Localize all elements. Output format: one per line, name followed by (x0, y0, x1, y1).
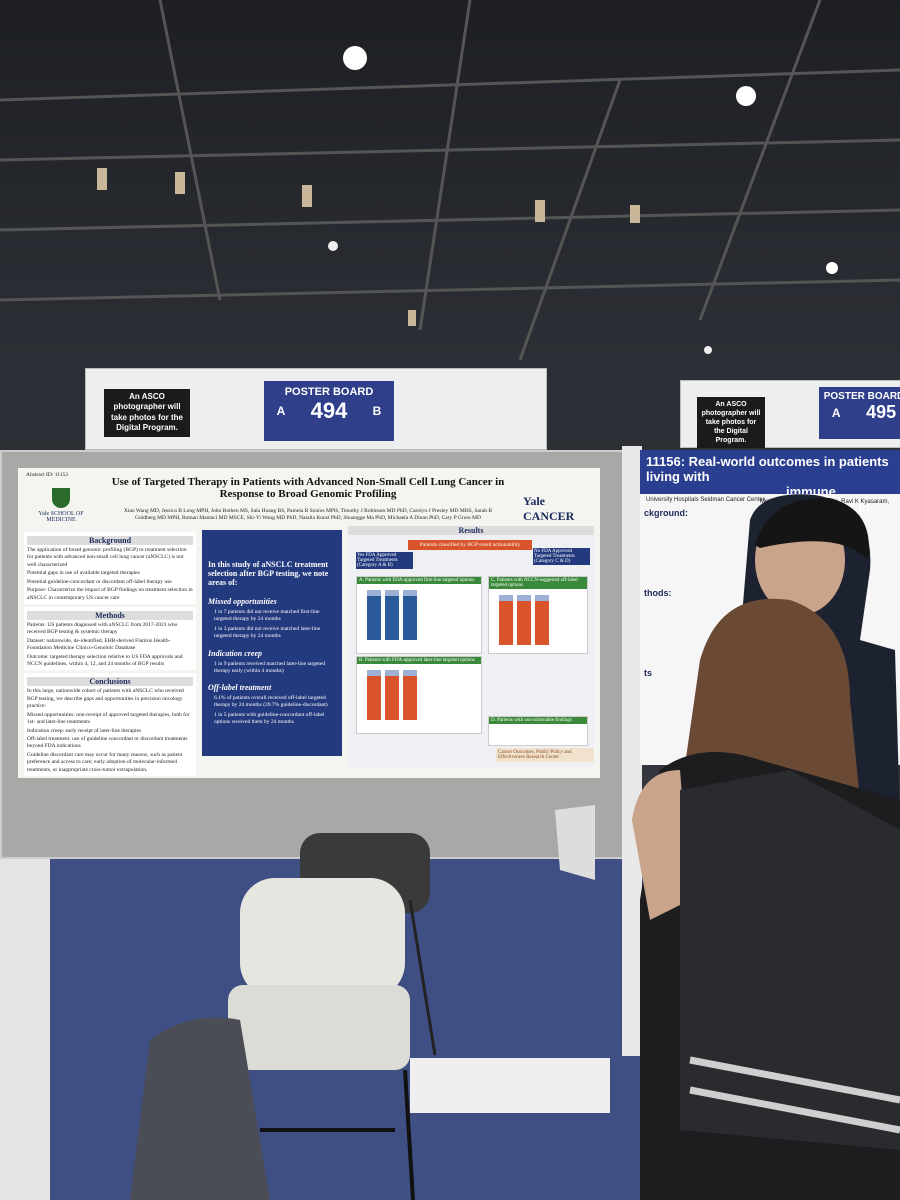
result-panel: C. Patients with NCCN-suggested off-labe… (488, 576, 588, 654)
footer-logo: Cancer Outcomes, Public Policy and Effec… (496, 748, 594, 762)
panel-heading: D. Patients with non-actionable findings (489, 717, 587, 724)
photo-notice: An ASCO photographer will take photos fo… (697, 397, 765, 449)
result-panel: B. Patients with FDA-approved later-line… (356, 656, 482, 734)
section-item: Potential gaps in use of available targe… (27, 570, 140, 577)
no-category: No FDA Approved Targeted Treatments (Cat… (533, 548, 590, 565)
left-column: Background The application of broad genom… (24, 532, 196, 779)
bar-shape (499, 595, 513, 645)
section-item: Outcome: targeted therapy selection rela… (27, 653, 183, 668)
bar-shape (367, 670, 381, 720)
section-item: In this large, nationwide cohort of pati… (27, 688, 184, 710)
board-number: POSTER BOARD A 495 (819, 387, 900, 439)
panel-edge (622, 446, 642, 1056)
bar-shape (535, 595, 549, 645)
section-item: Patients: US patients diagnosed with aNS… (27, 621, 178, 636)
bar-shape (403, 590, 417, 640)
abstract-id: Abstract ID: 11153 (26, 472, 69, 478)
logo-left: Yale SCHOOL OF MEDICINE (26, 488, 96, 523)
results-heading: Results (348, 526, 594, 535)
board-number-text: 495 (866, 402, 897, 422)
bar-shape (385, 670, 399, 720)
board-number-text: 494 (310, 398, 348, 423)
key-item: 6.1% of patients overall received off-la… (214, 694, 328, 708)
key-item: 1 in 9 patients received matched later-l… (214, 660, 326, 674)
neighbor-section: ckground: (644, 508, 688, 518)
key-heading: Indication creep (208, 648, 262, 658)
key-heading: Off-label treatment (208, 682, 272, 692)
key-item: 1 in 7 patients did not receive matched … (214, 609, 320, 623)
key-findings: In this study of aNSCLC treatment select… (202, 530, 342, 756)
logo-left-text: Yale SCHOOL OF MEDICINE (38, 511, 84, 523)
side-b: B (372, 404, 382, 418)
section-item: Dataset: nationwide, de-identified, EHR-… (27, 637, 171, 652)
section-background: Background The application of broad genom… (24, 532, 196, 604)
authors: Xiao Wang MD, Jessica B Long MPH, John R… (123, 508, 493, 522)
section-heading: Methods (27, 610, 193, 620)
photo-notice: An ASCO photographer will take photos fo… (104, 389, 190, 437)
key-item: 1 in 5 patients with guideline-concordan… (214, 712, 325, 726)
results: Results Patients classified by BGP resul… (348, 526, 594, 768)
section-heading: Background (27, 536, 193, 545)
side-a: A (276, 404, 286, 418)
neighbor-section: thods: (644, 588, 672, 598)
panel-heading: A. Patients with FDA-approved first-line… (357, 577, 481, 584)
section-methods: Methods Patients: US patients diagnosed w… (24, 606, 196, 671)
result-panel: A. Patients with FDA-approved first-line… (356, 576, 482, 654)
classified: Patients classified by BGP result action… (408, 540, 532, 550)
section-item: Purpose: Characterize the impact of BGP … (27, 587, 193, 601)
board-label: POSTER BOARD (284, 386, 374, 398)
panel-heading: C. Patients with NCCN-suggested off-labe… (489, 577, 587, 589)
section-conclusions: Conclusions In this large, nationwide coh… (24, 673, 196, 777)
bar-graphic (367, 670, 481, 720)
bar-graphic (499, 595, 587, 645)
section-item: Missed opportunities: non-receipt of app… (27, 711, 190, 726)
bar-shape (367, 590, 381, 640)
neighbor-title: 11156: Real-world outcomes in patients l… (646, 454, 889, 484)
yes-category: Yes FDA Approved Targeted Treatments (Ca… (356, 552, 413, 569)
board-number: POSTER BOARD A 494 B (264, 381, 394, 441)
ceiling (0, 0, 900, 361)
key-item: 1 in 3 patients did not receive matched … (214, 626, 321, 640)
poster-sign: An ASCO photographer will take photos fo… (680, 380, 900, 449)
section-item: Off-label treatment: use of guideline co… (27, 736, 188, 750)
poster: Abstract ID: 11153 Yale SCHOOL OF MEDICI… (18, 468, 600, 778)
bar-shape (403, 670, 417, 720)
bar-shape (385, 590, 399, 640)
section-item: Potential guideline-concordant or discor… (27, 578, 172, 585)
poster-title: Use of Targeted Therapy in Patients with… (111, 476, 505, 500)
key-intro: In this study of aNSCLC treatment select… (208, 560, 329, 587)
section-item: Indication creep: early receipt of later… (27, 727, 142, 734)
poster-sign: An ASCO photographer will take photos fo… (85, 368, 547, 450)
bar-shape (517, 595, 531, 645)
result-panel: D. Patients with non-actionable findings (488, 716, 588, 746)
bar-graphic (367, 590, 481, 640)
section-item: The application of broad genomic profili… (27, 547, 187, 568)
board-label: POSTER BOARD (823, 391, 900, 402)
panel-heading: B. Patients with FDA-approved later-line… (357, 657, 481, 664)
key-heading: Missed opportunities (208, 597, 277, 606)
section-heading: Conclusions (27, 677, 193, 687)
neighbor-institution: University Hospitals Seidman Cancer Cent… (646, 497, 765, 503)
side-a: A (831, 405, 841, 420)
section-item: Guideline discordant care may occur for … (27, 751, 183, 773)
neighbor-section: ts (644, 668, 653, 678)
